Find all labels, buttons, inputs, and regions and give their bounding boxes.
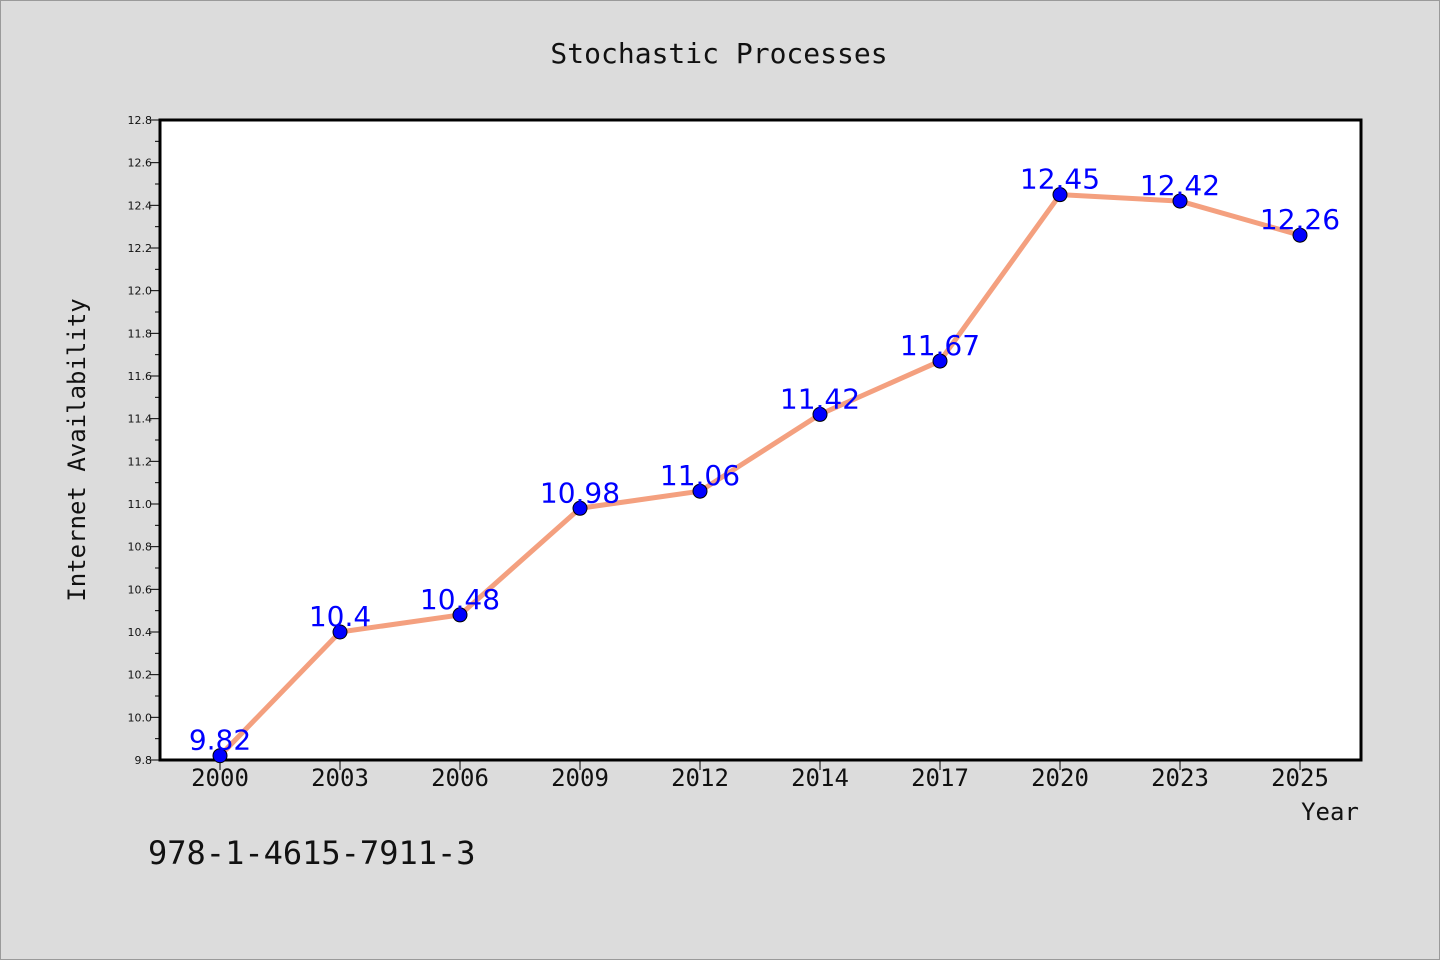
data-point — [452, 607, 468, 623]
x-tick-label: 2000 — [191, 764, 249, 792]
y-axis-label: Internet Availability — [63, 298, 91, 601]
series-markers — [212, 187, 1308, 764]
data-point — [932, 353, 948, 369]
data-point — [1292, 227, 1308, 243]
x-tick-label: 2012 — [671, 764, 729, 792]
y-tick-label: 12.0 — [128, 285, 153, 298]
y-tick-label: 11.0 — [128, 498, 153, 511]
footnote-isbn: 978-1-4615-7911-3 — [148, 834, 476, 872]
data-point — [212, 748, 228, 764]
y-tick-label: 10.6 — [128, 583, 153, 596]
x-axis-ticks: 2000 2003 2006 2009 2012 2014 2017 2020 2023 2025 — [191, 760, 1329, 792]
x-tick-label: 2006 — [431, 764, 489, 792]
data-point — [812, 406, 828, 422]
x-tick-label: 2003 — [311, 764, 369, 792]
y-tick-label: 11.4 — [128, 413, 153, 426]
data-label: 12.42 — [1140, 169, 1220, 202]
y-tick-label: 11.8 — [128, 327, 153, 340]
y-tick-label: 10.2 — [128, 669, 153, 682]
data-point — [1172, 193, 1188, 209]
y-tick-label: 10.8 — [128, 541, 153, 554]
x-tick-label: 2020 — [1031, 764, 1089, 792]
x-tick-label: 2014 — [791, 764, 849, 792]
data-point — [572, 500, 588, 516]
y-tick-label: 11.6 — [128, 370, 153, 383]
x-tick-label: 2025 — [1271, 764, 1329, 792]
data-label: 11.67 — [900, 329, 980, 362]
data-point — [1052, 187, 1068, 203]
y-tick-label: 11.2 — [128, 455, 153, 468]
data-labels: 9.82 10.4 10.48 10.98 11.06 11.42 11.67 12.45 12… — [189, 163, 1340, 757]
x-tick-label: 2009 — [551, 764, 609, 792]
data-label: 10.4 — [309, 600, 371, 633]
data-label: 12.26 — [1260, 203, 1340, 236]
data-label: 12.45 — [1020, 163, 1100, 196]
data-label: 11.42 — [780, 382, 860, 415]
series-line — [218, 192, 1301, 758]
chart-title: Stochastic Processes — [550, 37, 887, 70]
data-label: 9.82 — [189, 724, 251, 757]
y-axis-ticks: 9.8 10.0 10.2 10.4 10.6 10.8 11.0 11.2 11.4 11.6 1… — [128, 114, 160, 767]
plot-area — [158, 118, 1363, 762]
x-tick-label: 2017 — [911, 764, 969, 792]
y-tick-label: 12.6 — [128, 157, 153, 170]
data-label: 11.06 — [660, 459, 740, 492]
y-tick-label: 12.4 — [128, 199, 153, 212]
y-tick-label: 12.2 — [128, 242, 153, 255]
data-point — [692, 483, 708, 499]
y-tick-label: 10.0 — [128, 711, 153, 724]
x-tick-label: 2023 — [1151, 764, 1209, 792]
y-tick-label: 10.4 — [128, 626, 153, 639]
data-label: 10.48 — [420, 583, 500, 616]
y-tick-label: 12.8 — [128, 114, 153, 127]
data-point — [332, 624, 348, 640]
y-tick-label: 9.8 — [135, 754, 153, 767]
x-axis-label: Year — [1301, 798, 1359, 826]
data-label: 10.98 — [540, 476, 620, 509]
